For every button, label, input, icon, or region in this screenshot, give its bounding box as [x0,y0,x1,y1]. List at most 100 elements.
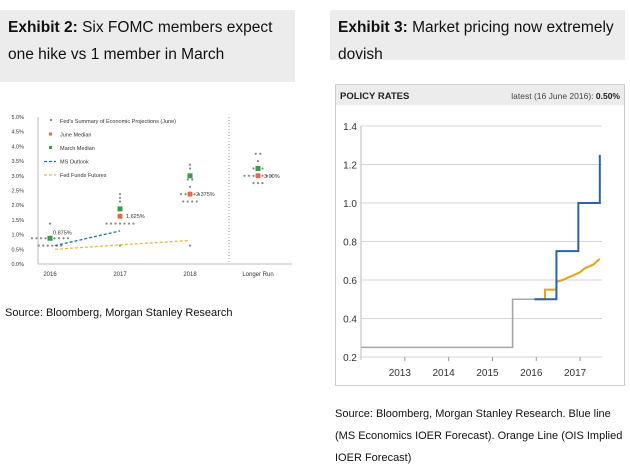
projection-dot [39,237,43,240]
march-median-marker [255,165,261,171]
projection-dot [66,237,70,240]
legend-entry: March Median [60,146,95,152]
y-tick-label: 2.5% [11,189,24,195]
projection-dot [186,178,189,181]
y-tick-label: 0.4 [343,315,357,326]
y-tick-label: 4.0% [11,144,24,150]
series-line-0 [361,298,535,349]
projection-dot [44,237,47,240]
june-median-label: 3.00% [264,174,280,180]
y-tick-label: 2.0% [11,203,24,209]
projection-dot [265,174,269,177]
june-median-marker [117,213,123,219]
y-tick-label: 1.0% [11,233,24,239]
march-median-marker [187,173,193,179]
exhibit2-title: Six FOMC members expect one hike vs 1 me… [8,19,273,63]
exhibit3-source: Source: Bloomberg, Morgan Stanley Resear… [335,408,623,464]
projection-dot [118,193,122,196]
legend-swatch [50,119,52,121]
projection-dot [243,174,246,177]
projection-dot [270,174,273,177]
y-tick-label: 0.6 [343,276,357,287]
projection-dot [51,244,54,247]
june-median-marker [187,191,193,197]
exhibit2-source: Source: Bloomberg, Morgan Stanley Resear… [5,307,233,319]
projection-dot [191,200,194,203]
y-tick-label: 3.5% [11,159,24,165]
projection-dot [114,222,117,225]
projection-dot [188,163,192,166]
projection-dot [42,244,45,247]
fed-funds-futures-line [54,239,191,250]
march-median-marker [117,206,123,212]
projection-dot [118,222,122,225]
projection-dot [195,200,198,203]
projection-dot [37,244,40,247]
projection-dot [57,237,61,240]
x-tick-label: 2017 [113,272,127,278]
projection-dot [127,222,131,225]
fomc-dot-plot: 0.0% 0.5% 1.0% 1.5% 2.0% 2.5% 3.0% 3.5% 4.0% 4.5%… [11,115,292,278]
projection-dot [256,160,260,163]
y-tick-label: 1.2 [343,161,357,172]
y-tick-label: 5.0% [11,115,24,121]
projection-dot [193,193,196,196]
chart-title: POLICY RATES [340,91,409,102]
legend-entry: MS Outlook [60,160,89,166]
y-tick-label: 0.0% [11,262,24,268]
march-median-marker [47,235,53,241]
projection-dot [191,178,194,181]
exhibit3-title: Market pricing now extremely dovish [338,19,614,63]
projection-dot [261,174,264,177]
projection-dot [35,237,38,240]
series-line-2 [534,154,601,301]
ms-outlook-line [54,230,121,247]
x-tick-label: 2018 [183,272,197,278]
projection-dot [184,193,187,196]
chart-header-bar [336,85,624,105]
june-median-label: 2.375% [196,192,215,198]
projection-dot [118,200,122,203]
latest-rate-value: 0.50% [596,91,621,101]
projection-dot [252,182,255,185]
projection-dot [48,222,52,225]
projection-dot [179,193,183,196]
projection-dot [188,167,192,170]
y-tick-label: 4.5% [11,130,24,136]
june-median-label: 1.625% [126,214,145,220]
x-tick-label: 2014 [433,368,456,379]
y-tick-label: 0.5% [11,247,24,253]
legend-swatch [49,146,52,149]
projection-dot [247,174,251,177]
y-tick-label: 3.0% [11,174,24,180]
projection-dot [62,237,65,240]
exhibit2-label: Exhibit 2: [8,19,78,36]
legend-swatch [49,132,52,136]
x-tick-label: 2013 [389,368,412,379]
projection-dot [259,152,262,155]
x-tick-label: 2016 [43,272,57,278]
series-line-1 [534,258,601,301]
projection-dot [182,200,185,203]
projection-dot [118,196,122,199]
x-tick-label: 2015 [476,368,499,379]
y-tick-label: 0.8 [343,238,357,249]
projection-dot [197,193,201,196]
x-tick-label: 2017 [564,368,587,379]
policy-rates-chart: POLICY RATES latest (16 June 2016): 0.50%… [335,84,625,386]
projection-dot [188,185,192,188]
legend-entry: Fed's Summary of Economic Projections (J… [60,119,176,125]
projection-dot [186,200,189,203]
x-tick-label: 2016 [520,368,543,379]
projection-dot [30,237,34,240]
legend-entry: Fed Funds Futures [60,173,107,179]
projection-dot [46,244,49,247]
x-tick-label: Longer Run [242,272,273,278]
june-median-marker [255,173,261,179]
projection-dot [188,244,192,247]
projection-dot [252,174,255,177]
june-median-label: 0.875% [53,230,72,236]
projection-dot [252,167,255,170]
y-tick-label: 0.2 [343,353,357,364]
exhibit3-label: Exhibit 3: [338,19,408,36]
